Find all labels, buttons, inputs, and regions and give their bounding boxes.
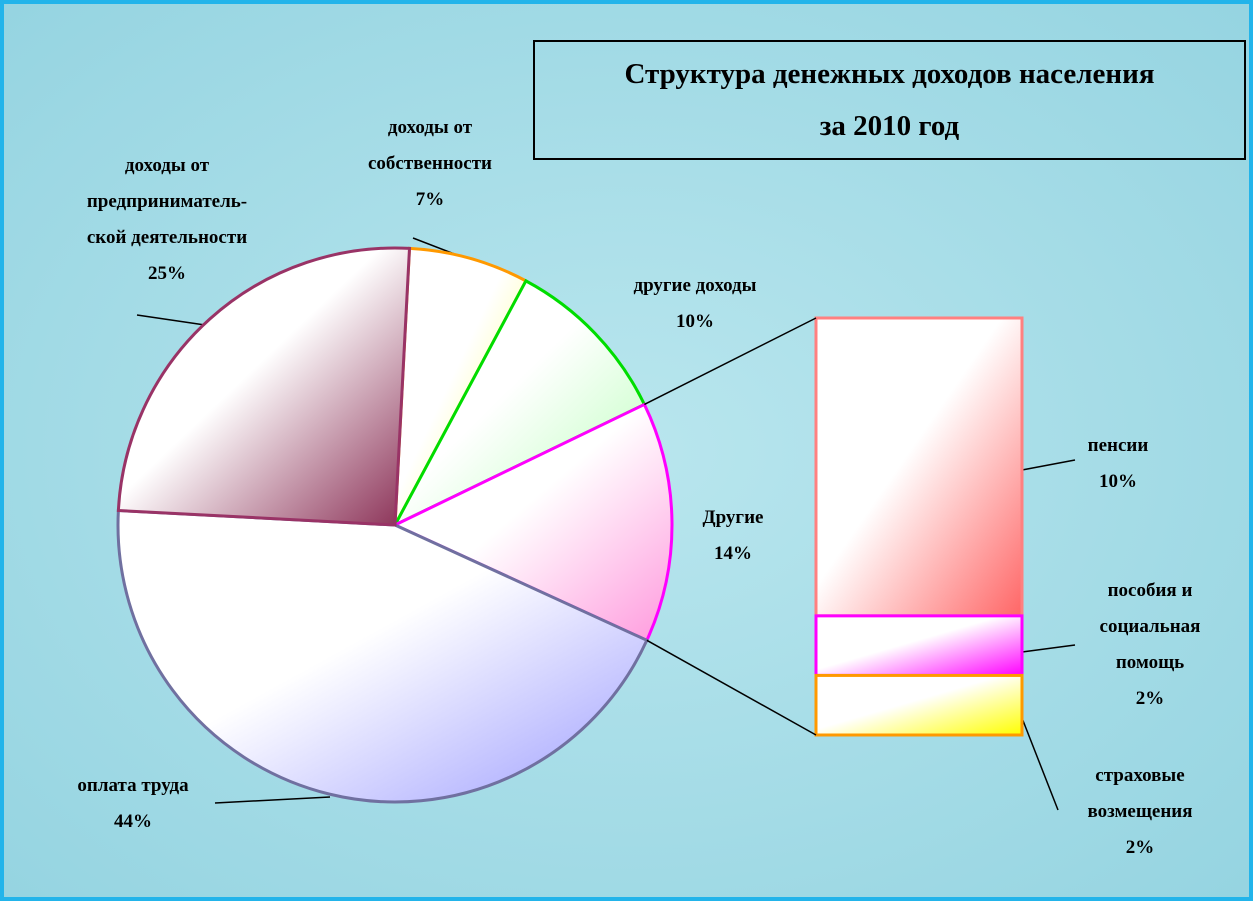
pie-slice xyxy=(391,278,647,529)
leader-line xyxy=(1021,717,1059,811)
leader-line xyxy=(136,314,206,326)
label-value: 10% xyxy=(676,311,714,332)
label-name: пенсии xyxy=(1087,435,1149,456)
label-value: 7% xyxy=(415,189,445,210)
label-name: страховые возмещения xyxy=(1087,765,1193,822)
bar-segment xyxy=(814,316,1024,618)
pie-slice xyxy=(116,508,649,804)
label-name: другие доходы xyxy=(633,275,757,296)
bar-segment xyxy=(814,614,1024,677)
label-name: Другие xyxy=(702,507,764,528)
label-value: 25% xyxy=(147,263,186,284)
label-name: оплата труда xyxy=(77,775,189,796)
bar-segment xyxy=(814,673,1024,737)
label-name: доходы от собственности xyxy=(367,117,493,174)
leader-line xyxy=(1021,644,1076,653)
data-label: доходы от предприниматель- ской деятельн… xyxy=(87,148,247,292)
leader-line xyxy=(214,796,331,804)
label-value: 44% xyxy=(113,811,152,832)
data-label: страховые возмещения 2% xyxy=(1087,758,1192,866)
label-name: пособия и социальная помощь xyxy=(1099,580,1201,673)
data-label: пенсии 10% xyxy=(1088,428,1149,500)
leader-line xyxy=(1021,459,1076,471)
data-label: доходы от собственности 7% xyxy=(368,110,492,218)
label-value: 2% xyxy=(1135,688,1165,709)
connector-line xyxy=(644,317,817,406)
data-label: другие доходы 10% xyxy=(634,268,757,340)
data-label: пособия и социальная помощь 2% xyxy=(1100,573,1201,717)
data-label: оплата труда 44% xyxy=(77,768,188,840)
label-value: 10% xyxy=(1099,471,1137,492)
label-name: доходы от предприниматель- ской деятельн… xyxy=(86,155,248,248)
pie-slice xyxy=(116,246,412,527)
connector-line xyxy=(646,639,817,736)
pie-slice xyxy=(393,246,528,526)
chart-title: Структура денежных доходов населения за … xyxy=(533,40,1246,160)
label-value: 14% xyxy=(714,543,752,564)
pie-slice xyxy=(391,402,674,643)
data-label: Другие 14% xyxy=(703,500,764,572)
label-value: 2% xyxy=(1125,837,1155,858)
